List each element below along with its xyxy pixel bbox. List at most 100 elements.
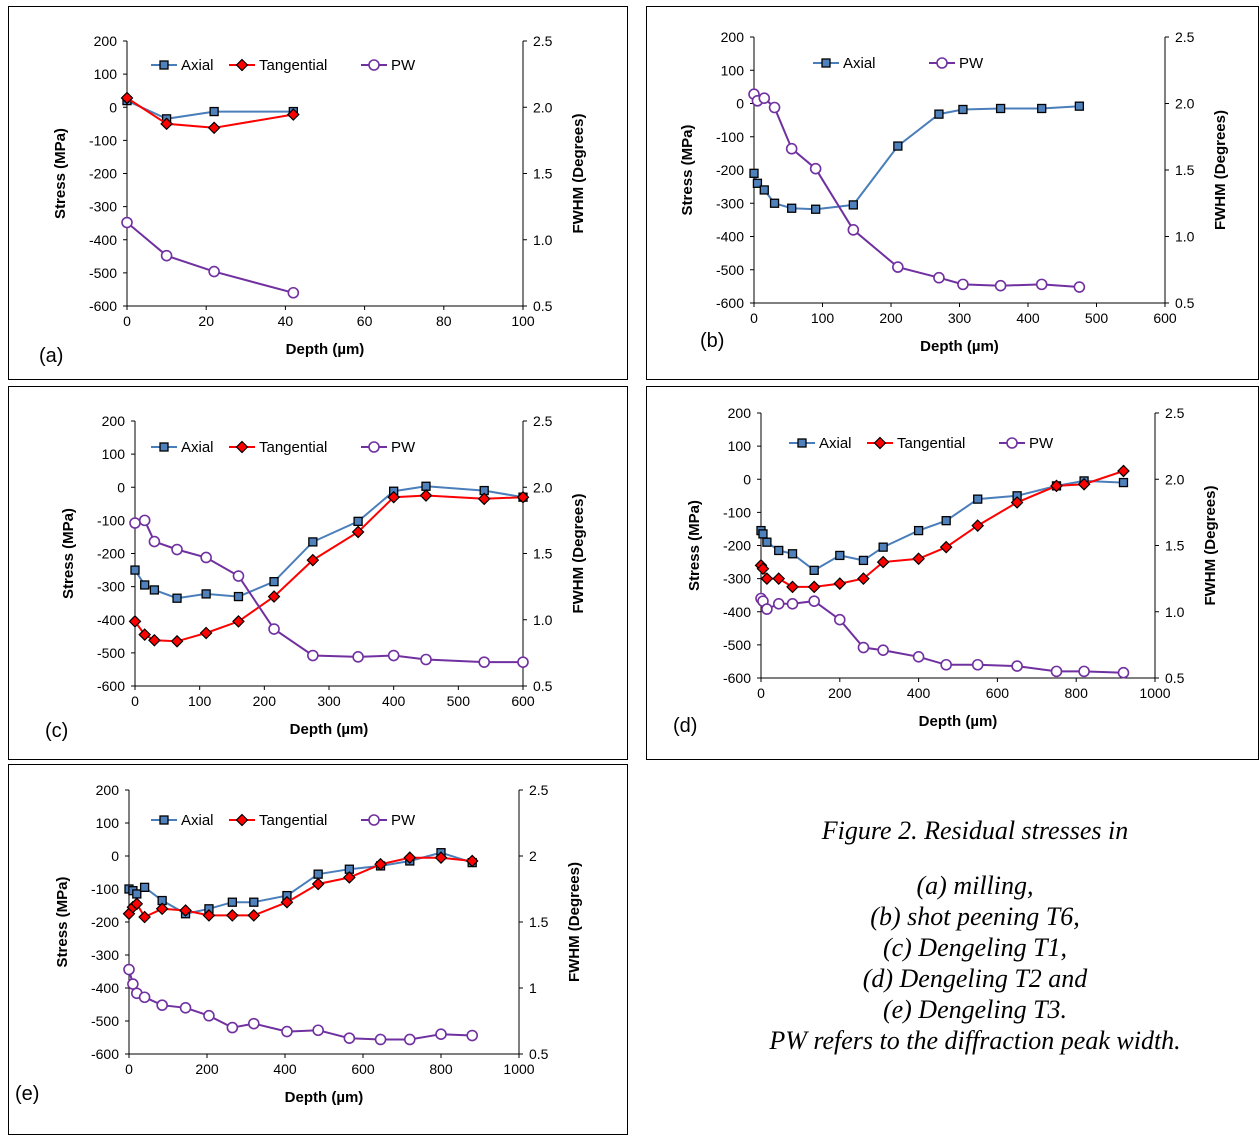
x-tick-label: 400	[273, 1061, 297, 1077]
x-tick-label: 100	[188, 693, 212, 709]
chart-e: 2001000-100-200-300-400-500-6002.521.510…	[15, 782, 583, 1106]
y-tick-label: 100	[102, 446, 126, 462]
caption-note: PW refers to the diffraction peak width.	[769, 1026, 1181, 1055]
panel-b: 200 100 0 -100 -200 -300 -400 -500 -600 2.5 2.0 1.5…	[646, 6, 1259, 380]
data-point-pw	[287, 286, 300, 299]
caption-line-d: (d) Dengeling T2 and	[862, 964, 1088, 993]
data-point-tangential	[374, 857, 387, 871]
y-tick-label: -300	[716, 195, 744, 211]
legend-label: Tangential	[897, 435, 965, 452]
x-tick-label: 500	[447, 693, 471, 709]
panel-e: 200 100 0 -100 -200 -300 -400 -500 -600 2.5 2 1.5 1 0…	[8, 764, 628, 1135]
data-point-tangential	[202, 909, 216, 922]
legend-marker	[797, 438, 807, 448]
data-point-tangential	[138, 910, 151, 924]
series-line-axial	[126, 99, 294, 120]
data-point-axial	[809, 565, 819, 575]
data-point-axial	[132, 889, 142, 899]
legend-marker	[1006, 437, 1018, 449]
x-tick-label: 300	[317, 693, 341, 709]
y-tick-label: 0	[117, 479, 125, 495]
data-point-tangential	[786, 580, 799, 594]
data-point-pw	[847, 224, 860, 236]
y-axis-title: Stress (MPa)	[60, 508, 77, 599]
panel-label: (c)	[45, 720, 68, 742]
y2-tick-label: 1	[529, 980, 537, 996]
data-point-tangential	[138, 628, 152, 642]
y-tick-label: -200	[716, 162, 744, 178]
y2-tick-label: 2.5	[1175, 29, 1195, 45]
y2-axis-title: FWHM (Degrees)	[1202, 485, 1219, 605]
y2-tick-label: 1.0	[533, 232, 553, 248]
series-line-axial	[128, 851, 473, 915]
x-tick-label: 0	[757, 685, 765, 701]
data-point-pw	[281, 1025, 293, 1038]
data-point-axial	[878, 542, 888, 552]
data-point-axial	[787, 549, 798, 559]
y2-tick-label: 2.5	[533, 33, 553, 49]
data-point-pw	[1035, 278, 1048, 291]
caption-line-c: (c) Dengeling T1,	[882, 933, 1068, 962]
series-line-tangential	[134, 494, 524, 643]
y-tick-label: -400	[723, 604, 751, 620]
data-point-tangential	[971, 519, 985, 532]
legend-label: Axial	[181, 439, 214, 456]
data-point-tangential	[170, 634, 184, 648]
y-tick-label: -200	[89, 166, 117, 182]
data-point-axial	[848, 200, 858, 210]
data-point-pw	[160, 249, 173, 262]
data-point-axial	[958, 104, 968, 115]
y-tick-label: 100	[728, 438, 752, 454]
y-tick-label: 100	[94, 66, 118, 82]
data-point-pw	[466, 1029, 479, 1042]
y-tick-label: 0	[736, 96, 744, 112]
data-point-pw	[834, 613, 846, 626]
y-tick-label: 0	[109, 99, 117, 115]
data-point-axial	[758, 529, 768, 539]
data-point-pw	[343, 1032, 356, 1044]
data-point-pw	[232, 570, 245, 582]
legend-label: Axial	[181, 57, 214, 74]
y2-tick-label: 0.5	[529, 1046, 549, 1062]
series-line-pw	[126, 221, 294, 294]
y-tick-label: -100	[723, 504, 751, 520]
data-point-pw	[1073, 281, 1086, 293]
y-tick-label: -300	[91, 947, 119, 963]
panel-d: 200 100 0 -100 -200 -300 -400 -500 -600 2.5 2.0 1.5…	[646, 386, 1259, 760]
legend-marker	[235, 440, 249, 454]
data-point-axial	[421, 481, 431, 491]
data-point-axial	[149, 585, 160, 595]
x-tick-label: 600	[351, 1061, 375, 1077]
y-tick-label: -400	[91, 980, 119, 996]
data-point-tangential	[267, 590, 281, 603]
data-point-axial	[893, 141, 903, 151]
series-line-tangential	[126, 97, 294, 129]
data-point-pw	[148, 535, 161, 548]
data-point-pw	[129, 517, 141, 529]
data-point-axial	[130, 565, 140, 575]
data-point-pw	[200, 551, 212, 564]
data-point-pw	[156, 999, 168, 1011]
legend-label: PW	[391, 57, 416, 74]
y-tick-label: 200	[94, 33, 118, 49]
data-point-tangential	[857, 572, 870, 585]
data-point-tangential	[434, 851, 448, 864]
series-line-pw	[134, 519, 523, 664]
y-tick-label: -100	[97, 512, 125, 528]
x-tick-label: 800	[1065, 685, 1089, 701]
data-point-axial	[139, 882, 150, 892]
y2-tick-label: 2.5	[533, 413, 553, 429]
data-point-tangential	[1117, 464, 1130, 478]
y-tick-label: 200	[102, 413, 126, 429]
data-point-tangential	[160, 117, 173, 131]
data-point-axial	[762, 537, 772, 547]
y2-tick-label: 1.0	[533, 612, 553, 628]
legend-label: PW	[959, 55, 984, 72]
x-tick-label: 0	[125, 1061, 133, 1077]
x-tick-label: 0	[123, 313, 131, 329]
data-point-pw	[268, 623, 280, 635]
y-tick-label: 0	[111, 848, 119, 864]
figure-caption: Figure 2. Residual stresses in (a) milli…	[690, 815, 1259, 1056]
data-point-tangential	[419, 489, 433, 502]
data-point-pw	[1078, 665, 1090, 678]
